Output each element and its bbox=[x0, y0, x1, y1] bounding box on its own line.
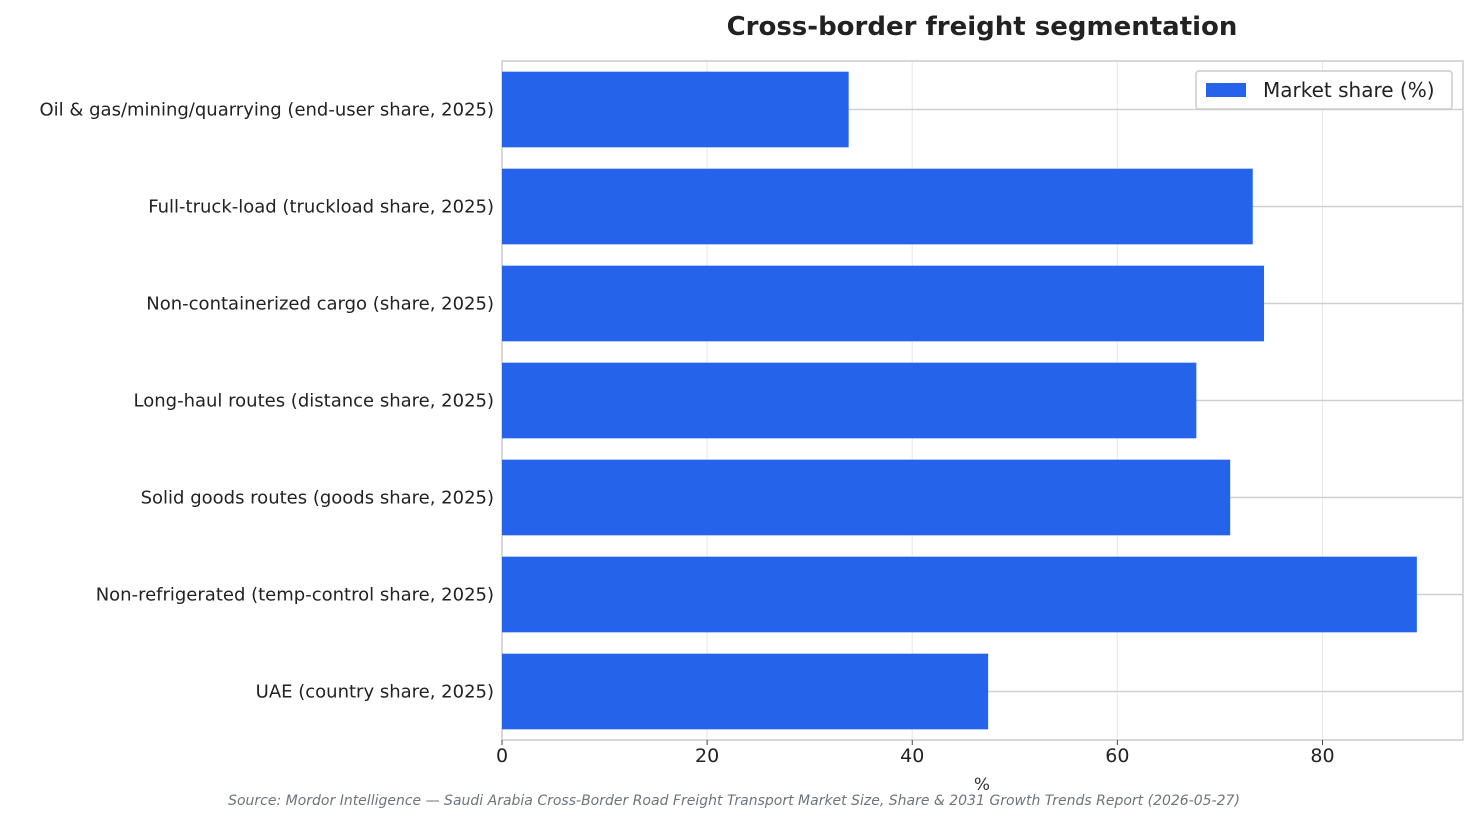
bar[interactable] bbox=[502, 653, 989, 730]
x-axis-label: % bbox=[974, 775, 990, 795]
category-labels: Oil & gas/mining/quarrying (end-user sha… bbox=[39, 100, 494, 703]
legend-swatch bbox=[1206, 83, 1246, 97]
bar[interactable] bbox=[502, 362, 1197, 439]
category-label: Solid goods routes (goods share, 2025) bbox=[141, 488, 494, 509]
x-tick-labels: 0 20 40 60 80 bbox=[496, 740, 1335, 767]
x-tick-label: 60 bbox=[1105, 745, 1129, 767]
category-label: Non-containerized cargo (share, 2025) bbox=[146, 294, 494, 315]
bar[interactable] bbox=[502, 265, 1265, 342]
bar[interactable] bbox=[502, 168, 1253, 245]
category-label: Oil & gas/mining/quarrying (end-user sha… bbox=[39, 100, 494, 121]
legend-entry-market-share: Market share (%) bbox=[1263, 78, 1435, 102]
legend[interactable]: Market share (%) bbox=[1195, 70, 1453, 110]
x-tick-label: 20 bbox=[695, 745, 719, 767]
x-tick-label: 80 bbox=[1310, 745, 1334, 767]
x-tick-label: 40 bbox=[900, 745, 924, 767]
bar[interactable] bbox=[502, 459, 1231, 536]
bar[interactable] bbox=[502, 556, 1417, 633]
category-label: Non-refrigerated (temp-control share, 20… bbox=[96, 585, 494, 606]
bars bbox=[502, 71, 1417, 730]
x-tick-label: 0 bbox=[496, 745, 508, 767]
category-label: UAE (country share, 2025) bbox=[256, 682, 494, 703]
chart-title: Cross-border freight segmentation bbox=[727, 12, 1238, 42]
category-label: Long-haul routes (distance share, 2025) bbox=[134, 391, 494, 412]
category-label: Full-truck-load (truckload share, 2025) bbox=[148, 197, 494, 218]
bar[interactable] bbox=[502, 71, 849, 148]
source-note: Source: Mordor Intelligence — Saudi Arab… bbox=[228, 793, 1240, 809]
legend-box bbox=[1195, 70, 1453, 110]
